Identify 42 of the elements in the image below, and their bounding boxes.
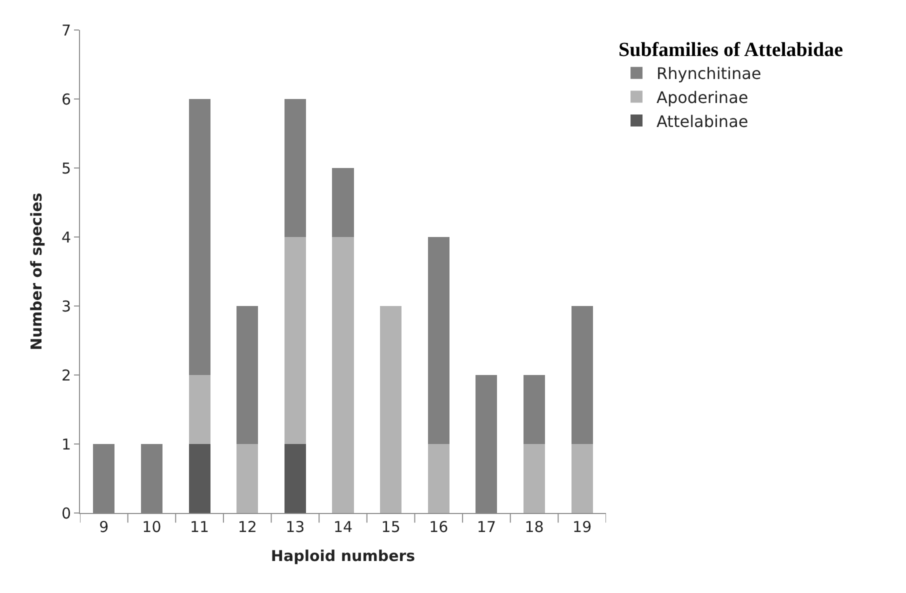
y-tick-label: 1 — [61, 435, 71, 454]
bar — [571, 306, 593, 444]
x-tick-label: 16 — [429, 518, 448, 536]
x-tick-label: 17 — [476, 518, 496, 536]
bar — [236, 306, 258, 444]
x-tick-label: 18 — [524, 518, 544, 536]
y-tick-label: 0 — [61, 504, 71, 522]
bar — [284, 444, 306, 513]
bar — [428, 237, 450, 444]
bar — [571, 444, 593, 513]
y-tick-label: 4 — [61, 228, 71, 246]
x-tick-label: 13 — [286, 518, 305, 536]
bar — [284, 237, 306, 444]
y-axis-title: Number of species — [28, 192, 46, 350]
bar — [332, 168, 354, 237]
x-tick-label: 12 — [238, 518, 257, 536]
legend-title: Subfamilies of Attelabidae — [618, 39, 844, 61]
bar — [188, 99, 210, 375]
x-axis-title: Haploid numbers — [270, 547, 416, 565]
y-tick-label: 6 — [61, 90, 71, 108]
bar — [332, 237, 354, 513]
y-tick-label: 2 — [61, 366, 71, 384]
x-tick-label: 19 — [572, 518, 592, 536]
legend-label: Apoderinae — [656, 88, 748, 107]
bar — [524, 375, 546, 444]
bar — [284, 99, 306, 237]
bar — [188, 375, 210, 444]
y-tick-label: 7 — [61, 21, 71, 40]
x-tick-label: 10 — [142, 518, 162, 536]
y-tick-label: 3 — [61, 297, 71, 316]
bar — [188, 444, 210, 513]
legend-label: Attelabinae — [656, 112, 748, 131]
x-tick-label: 11 — [190, 518, 210, 536]
x-tick-label: 9 — [99, 518, 109, 536]
bar — [236, 444, 258, 513]
y-tick-label: 5 — [61, 159, 71, 178]
bar — [428, 444, 450, 513]
legend-label: Rhynchitinae — [656, 64, 762, 84]
x-tick-label: 15 — [381, 518, 400, 536]
bar — [380, 306, 402, 513]
x-tick-label: 14 — [333, 518, 353, 536]
bar — [524, 444, 546, 513]
